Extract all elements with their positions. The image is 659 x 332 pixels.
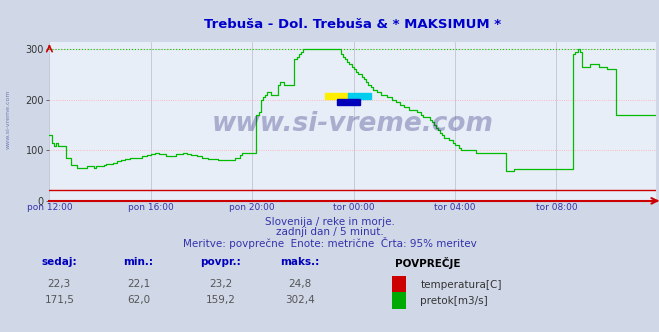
Bar	[349, 93, 372, 99]
Text: POVPREČJE: POVPREČJE	[395, 257, 461, 269]
Text: pretok[m3/s]: pretok[m3/s]	[420, 296, 488, 306]
Text: Slovenija / reke in morje.: Slovenija / reke in morje.	[264, 217, 395, 227]
Text: pon 12:00: pon 12:00	[26, 203, 72, 211]
Text: temperatura[C]: temperatura[C]	[420, 280, 502, 290]
Text: Meritve: povprečne  Enote: metrične  Črta: 95% meritev: Meritve: povprečne Enote: metrične Črta:…	[183, 237, 476, 249]
Text: 171,5: 171,5	[44, 295, 74, 305]
Text: 23,2: 23,2	[209, 279, 233, 289]
Text: 159,2: 159,2	[206, 295, 236, 305]
Text: min.:: min.:	[123, 257, 154, 267]
Bar	[326, 93, 349, 99]
Text: maks.:: maks.:	[280, 257, 320, 267]
Text: pon 20:00: pon 20:00	[229, 203, 275, 211]
Text: 24,8: 24,8	[288, 279, 312, 289]
Text: pon 16:00: pon 16:00	[128, 203, 174, 211]
Text: zadnji dan / 5 minut.: zadnji dan / 5 minut.	[275, 227, 384, 237]
Text: www.si-vreme.com: www.si-vreme.com	[212, 111, 494, 137]
Text: sedaj:: sedaj:	[42, 257, 77, 267]
Text: povpr.:: povpr.:	[200, 257, 241, 267]
Text: 62,0: 62,0	[127, 295, 150, 305]
Text: 302,4: 302,4	[285, 295, 315, 305]
Text: 22,1: 22,1	[127, 279, 150, 289]
Text: tor 08:00: tor 08:00	[536, 203, 577, 211]
Text: tor 00:00: tor 00:00	[333, 203, 374, 211]
Text: 22,3: 22,3	[47, 279, 71, 289]
Bar	[337, 99, 360, 105]
Text: tor 04:00: tor 04:00	[434, 203, 476, 211]
Text: Trebuša - Dol. Trebuša & * MAKSIMUM *: Trebuša - Dol. Trebuša & * MAKSIMUM *	[204, 18, 501, 31]
Text: www.si-vreme.com: www.si-vreme.com	[5, 90, 11, 149]
